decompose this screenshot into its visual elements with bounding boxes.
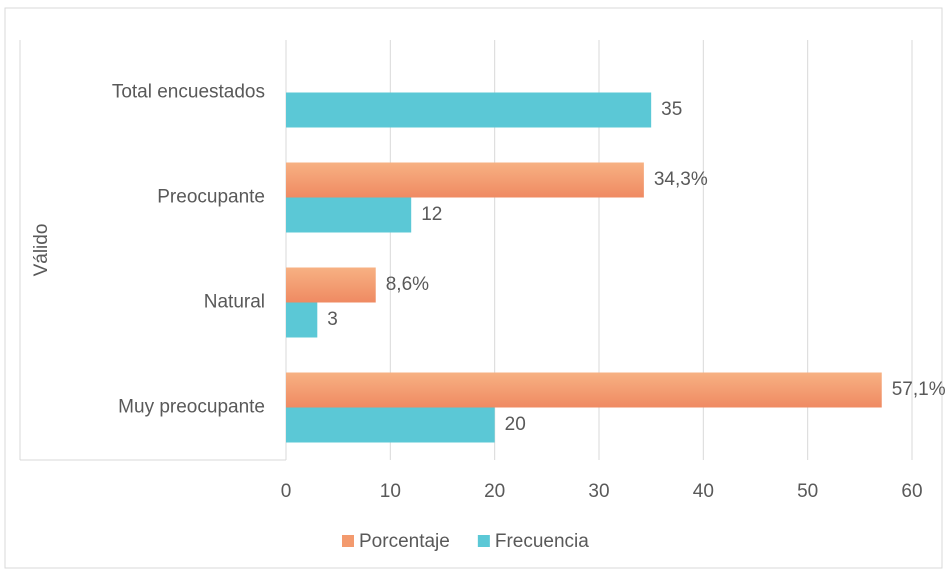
x-tick-label: 0 xyxy=(281,481,292,502)
bar xyxy=(286,302,318,338)
bar xyxy=(286,372,882,408)
data-label: 57,1% xyxy=(892,379,946,400)
bar xyxy=(286,92,652,128)
x-tick-label: 50 xyxy=(797,481,818,502)
y-tick-label: Natural xyxy=(204,292,265,313)
x-tick-label: 40 xyxy=(693,481,714,502)
y-tick-label: Total encuestados xyxy=(112,82,265,103)
bar xyxy=(286,197,412,233)
y-axis-label: Válido xyxy=(31,224,52,277)
legend-label: Frecuencia xyxy=(495,531,589,552)
bar xyxy=(286,407,495,443)
data-label: 20 xyxy=(505,414,526,435)
x-tick-label: 60 xyxy=(901,481,922,502)
y-tick-label: Preocupante xyxy=(157,187,265,208)
frame xyxy=(4,7,943,569)
legend-swatch xyxy=(342,535,354,547)
x-tick-label: 30 xyxy=(588,481,609,502)
data-label: 34,3% xyxy=(654,169,708,190)
x-tick-label: 20 xyxy=(484,481,505,502)
bar xyxy=(286,162,644,198)
legend-label: Porcentaje xyxy=(359,531,450,552)
data-label: 8,6% xyxy=(386,274,429,295)
data-label: 35 xyxy=(661,99,682,120)
bar xyxy=(286,267,376,303)
legend-swatch xyxy=(477,535,490,547)
y-tick-label: Muy preocupante xyxy=(118,397,265,418)
data-label: 12 xyxy=(421,204,442,225)
data-label: 3 xyxy=(327,309,338,330)
x-tick-label: 10 xyxy=(380,481,401,502)
